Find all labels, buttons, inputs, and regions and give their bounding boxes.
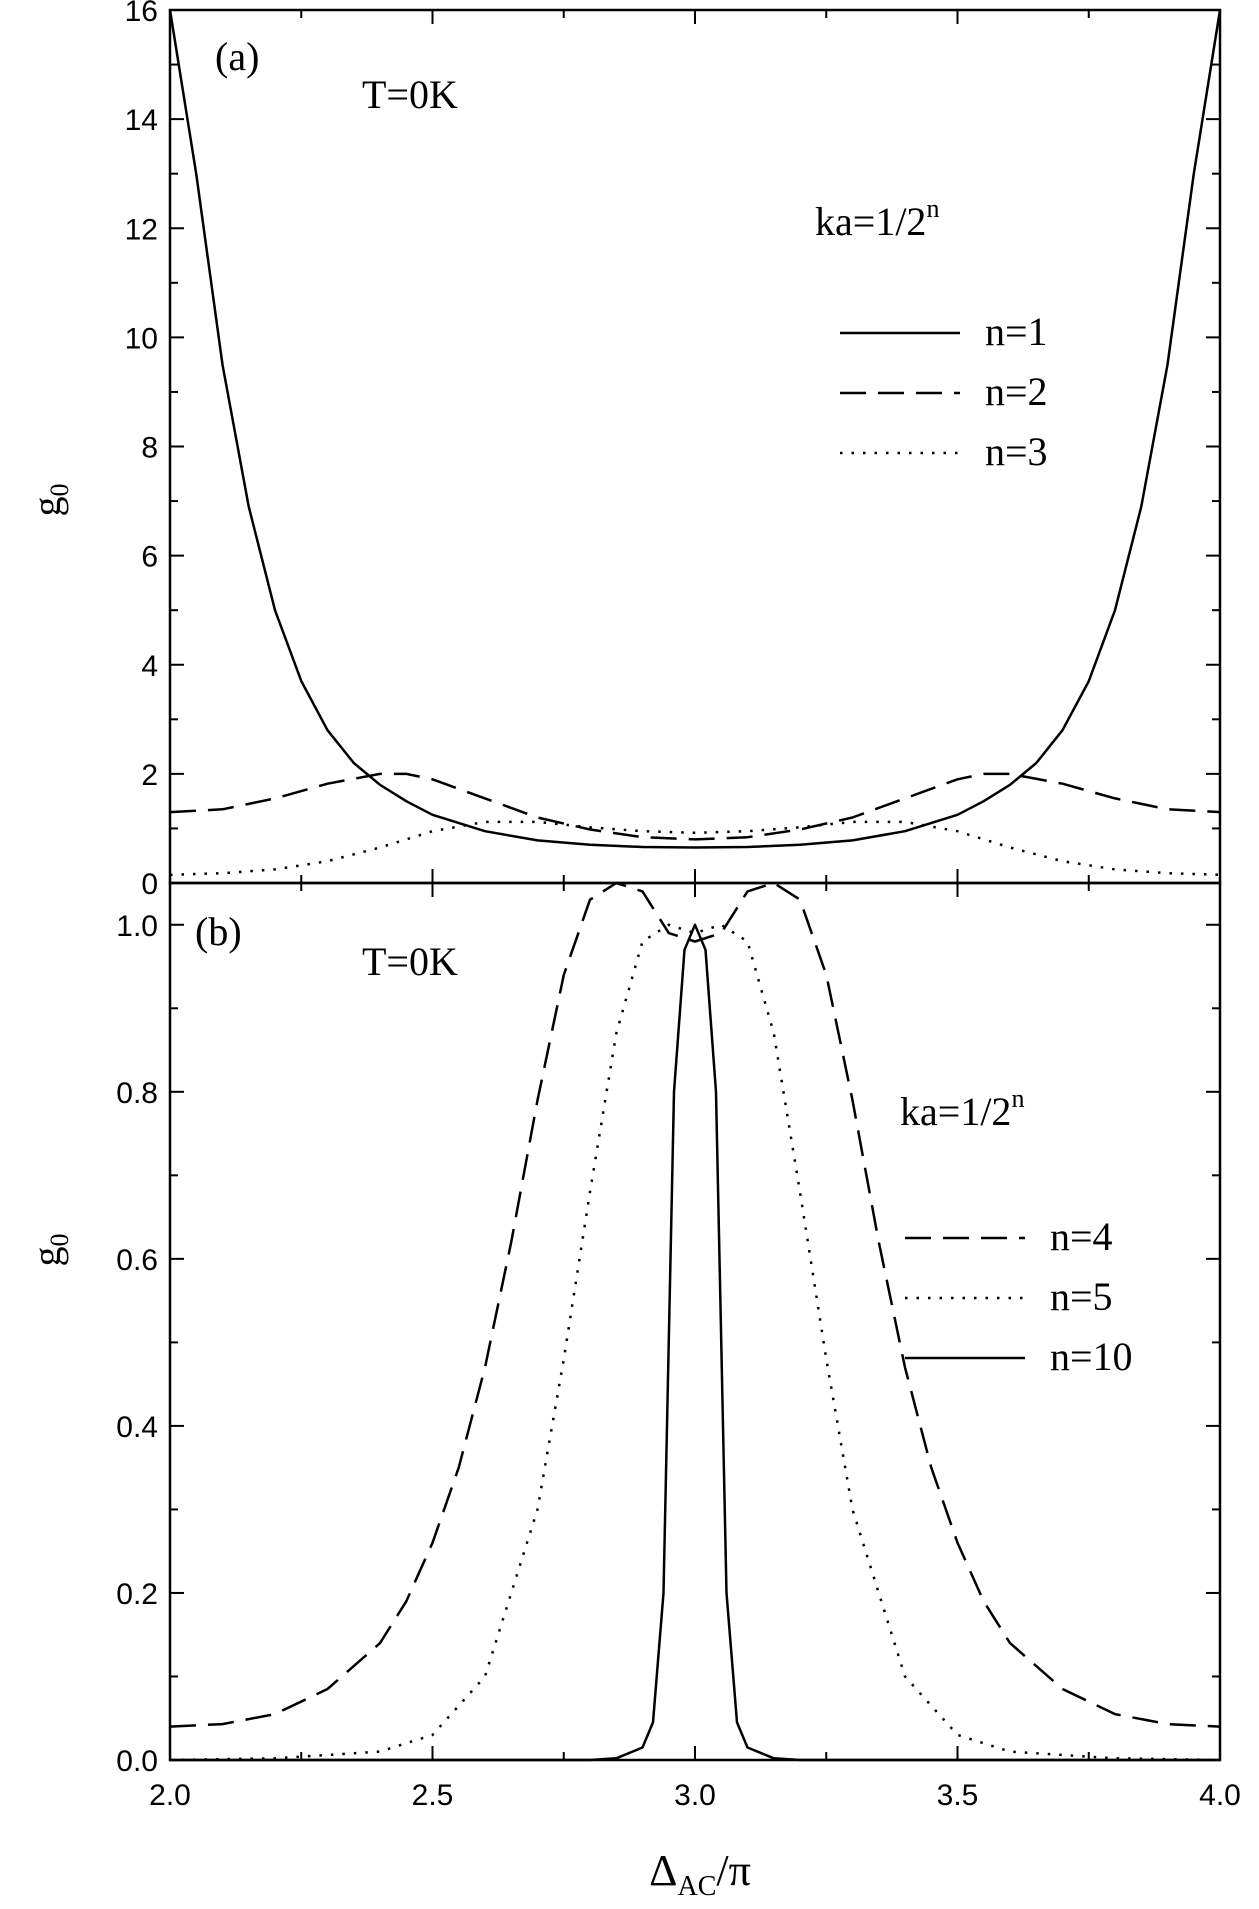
- panel-a-series-n1: [168, 9, 1222, 849]
- panel-a-ticks: [169, 9, 1221, 884]
- panel-b-x-tick-labels: 2.0 2.5 3.0 3.5 4.0: [149, 1779, 1241, 1812]
- panel-b-x-axis-label: ΔAC/π: [649, 1846, 751, 1902]
- panel-b-series-n4: [169, 881, 1221, 1728]
- panel-b-x-tick-label: 4.0: [1199, 1779, 1241, 1812]
- panel-a-y-tick-label: 6: [141, 541, 158, 574]
- panel-b-legend: n=4 n=5 n=10: [905, 1214, 1133, 1379]
- panel-b-legend-title: ka=1/2n: [900, 1084, 1024, 1134]
- panel-a-legend-label: n=1: [985, 309, 1048, 354]
- panel-b-x-tick-label: 2.5: [412, 1779, 454, 1812]
- panel-a-y-tick-label: 10: [125, 322, 158, 355]
- panel-a-legend-label: n=3: [985, 429, 1048, 474]
- panel-b-x-tick-label: 2.0: [149, 1779, 191, 1812]
- panel-a-y-tick-label: 4: [141, 650, 158, 683]
- panel-b-legend-label: n=4: [1050, 1214, 1113, 1259]
- panel-a-y-tick-labels: 0 2 4 6 8 10 12 14 16: [125, 0, 158, 901]
- panel-a-y-tick-label: 8: [141, 432, 158, 465]
- panel-b-series-n10: [170, 923, 1220, 1762]
- panel-a-y-axis-label: g0: [24, 484, 74, 517]
- panel-b-y-tick-labels: 0.0 0.2 0.4 0.6 0.8 1.0: [116, 910, 158, 1778]
- panel-a-legend: n=1 n=2 n=3: [840, 309, 1048, 474]
- panel-b-y-tick-label: 0.4: [116, 1411, 158, 1444]
- panel-b-label: (b): [195, 909, 242, 954]
- panel-a-y-tick-label: 2: [141, 759, 158, 792]
- panel-b-frame: [168, 881, 1222, 1762]
- panel-a-series-n2: [169, 772, 1221, 841]
- panel-b-legend-label: n=5: [1050, 1274, 1113, 1319]
- panel-b-legend-label: n=10: [1050, 1334, 1133, 1379]
- panel-b-series: [169, 881, 1221, 1762]
- panel-a-legend-title: ka=1/2n: [815, 194, 939, 244]
- panel-b: 0.0 0.2 0.4 0.6 0.8 1.0 2.0 2.5 3.0 3.5 4.0 (b) T…: [24, 881, 1241, 1902]
- panel-a-label: (a): [215, 34, 259, 79]
- panel-b-y-tick-label: 0.6: [116, 1244, 158, 1277]
- panel-a-y-tick-label: 16: [125, 0, 158, 28]
- panel-a-legend-label: n=2: [985, 369, 1048, 414]
- panel-a-frame: [168, 8, 1222, 885]
- panel-b-x-tick-label: 3.0: [674, 1779, 716, 1812]
- panel-a-series-n3: [169, 820, 1221, 877]
- panel-a-y-tick-label: 0: [141, 868, 158, 901]
- panel-b-y-tick-label: 0.0: [116, 1745, 158, 1778]
- panel-a-y-tick-label: 12: [125, 213, 158, 246]
- panel-b-y-axis-label: g0: [24, 1234, 74, 1267]
- panel-a-y-tick-label: 14: [125, 104, 158, 137]
- panel-b-y-tick-label: 0.2: [116, 1578, 158, 1611]
- panel-b-annotation: T=0K: [362, 939, 458, 984]
- panel-b-x-tick-label: 3.5: [937, 1779, 979, 1812]
- panel-a: 0 2 4 6 8 10 12 14 16 (a) T=0K ka=1/2n n=1 n=2 n=3…: [24, 0, 1222, 901]
- panel-b-y-tick-label: 1.0: [116, 910, 158, 943]
- panel-b-y-tick-label: 0.8: [116, 1077, 158, 1110]
- panel-b-ticks: [169, 883, 1221, 1761]
- panel-a-annotation: T=0K: [362, 72, 458, 117]
- panel-a-series: [168, 9, 1222, 877]
